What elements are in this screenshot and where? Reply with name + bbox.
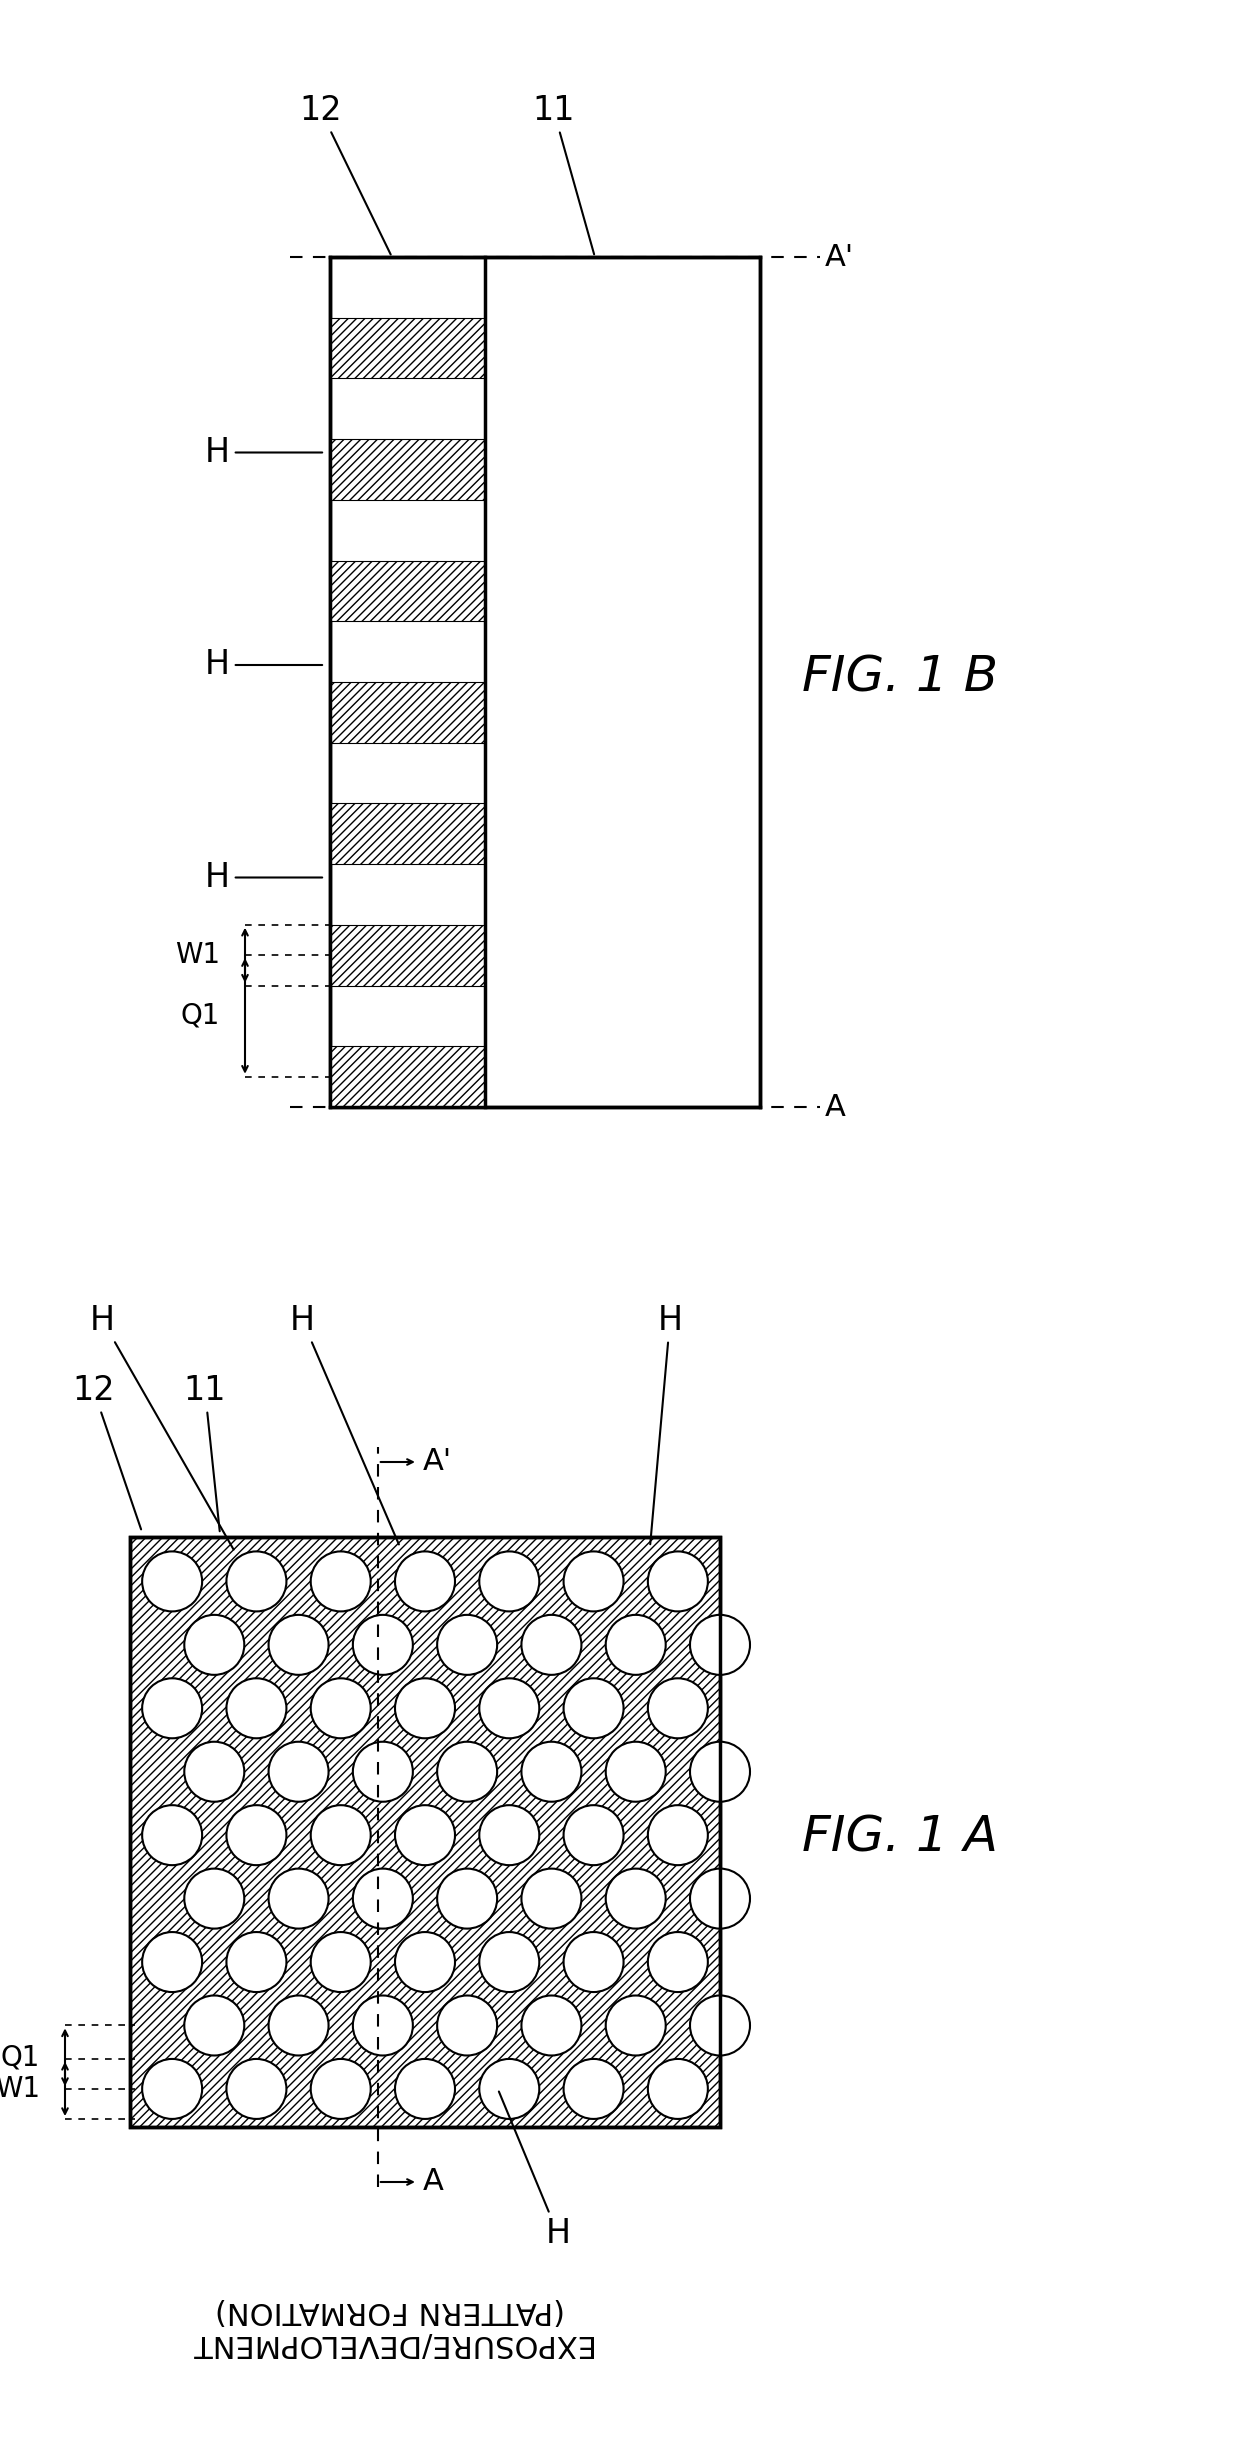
Bar bbox=[331, 440, 485, 499]
Circle shape bbox=[480, 1678, 540, 1737]
Circle shape bbox=[394, 1931, 454, 1993]
Circle shape bbox=[184, 1742, 244, 1801]
Bar bbox=[331, 258, 760, 1108]
Circle shape bbox=[690, 1742, 750, 1801]
Circle shape bbox=[480, 1806, 540, 1865]
Circle shape bbox=[480, 1931, 540, 1993]
Circle shape bbox=[480, 1550, 540, 1612]
Circle shape bbox=[647, 1550, 707, 1612]
Text: W1: W1 bbox=[175, 941, 220, 968]
Bar bbox=[130, 1538, 720, 2128]
Text: H: H bbox=[205, 860, 322, 894]
Text: H: H bbox=[650, 1305, 682, 1545]
Text: Q1: Q1 bbox=[180, 1002, 220, 1029]
Circle shape bbox=[143, 1931, 202, 1993]
Circle shape bbox=[310, 2059, 371, 2118]
Circle shape bbox=[184, 1614, 244, 1676]
Circle shape bbox=[227, 1806, 287, 1865]
Circle shape bbox=[521, 1742, 581, 1801]
Circle shape bbox=[184, 1995, 244, 2057]
Text: H: H bbox=[205, 435, 322, 469]
Circle shape bbox=[353, 1614, 413, 1676]
Text: FIG. 1 B: FIG. 1 B bbox=[803, 654, 998, 700]
Circle shape bbox=[437, 1995, 497, 2057]
Bar bbox=[331, 803, 485, 865]
Circle shape bbox=[606, 1995, 666, 2057]
Circle shape bbox=[269, 1995, 328, 2057]
Text: A: A bbox=[825, 1093, 846, 1120]
Text: 11: 11 bbox=[532, 93, 595, 256]
Circle shape bbox=[690, 1870, 750, 1929]
Text: FIG. 1 A: FIG. 1 A bbox=[803, 1813, 998, 1860]
Text: EXPOSURE/DEVELOPMENT
(PATTERN FORMATION): EXPOSURE/DEVELOPMENT (PATTERN FORMATION) bbox=[189, 2295, 591, 2359]
Circle shape bbox=[480, 2059, 540, 2118]
Circle shape bbox=[521, 1870, 581, 1929]
Text: H: H bbox=[290, 1305, 399, 1545]
Text: Q1: Q1 bbox=[0, 2044, 40, 2071]
Circle shape bbox=[563, 1678, 623, 1737]
Text: A': A' bbox=[825, 243, 854, 273]
Text: 12: 12 bbox=[73, 1373, 141, 1528]
Text: H: H bbox=[205, 649, 322, 681]
Circle shape bbox=[184, 1870, 244, 1929]
Circle shape bbox=[647, 2059, 707, 2118]
Bar bbox=[331, 924, 485, 985]
Circle shape bbox=[394, 2059, 454, 2118]
Circle shape bbox=[437, 1870, 497, 1929]
Circle shape bbox=[647, 1678, 707, 1737]
Circle shape bbox=[227, 1678, 287, 1737]
Circle shape bbox=[227, 1550, 287, 1612]
Circle shape bbox=[143, 1550, 202, 1612]
Circle shape bbox=[269, 1742, 328, 1801]
Circle shape bbox=[269, 1614, 328, 1676]
Circle shape bbox=[310, 1931, 371, 1993]
Circle shape bbox=[394, 1550, 454, 1612]
Circle shape bbox=[521, 1614, 581, 1676]
Text: W1: W1 bbox=[0, 2074, 40, 2103]
Circle shape bbox=[227, 1931, 287, 1993]
Circle shape bbox=[353, 1870, 413, 1929]
Text: H: H bbox=[498, 2091, 571, 2251]
Circle shape bbox=[143, 1678, 202, 1737]
Bar bbox=[130, 1538, 720, 2128]
Circle shape bbox=[269, 1870, 328, 1929]
Circle shape bbox=[563, 1806, 623, 1865]
Text: A: A bbox=[423, 2167, 443, 2197]
Circle shape bbox=[647, 1931, 707, 1993]
Circle shape bbox=[521, 1995, 581, 2057]
Circle shape bbox=[353, 1995, 413, 2057]
Circle shape bbox=[394, 1678, 454, 1737]
Circle shape bbox=[143, 2059, 202, 2118]
Circle shape bbox=[310, 1806, 371, 1865]
Text: H: H bbox=[90, 1305, 234, 1550]
Circle shape bbox=[227, 2059, 287, 2118]
Circle shape bbox=[606, 1614, 666, 1676]
Text: 12: 12 bbox=[299, 93, 391, 256]
Bar bbox=[331, 317, 485, 378]
Circle shape bbox=[437, 1742, 497, 1801]
Circle shape bbox=[310, 1550, 371, 1612]
Circle shape bbox=[310, 1678, 371, 1737]
Text: A': A' bbox=[423, 1447, 452, 1477]
Bar bbox=[331, 560, 485, 622]
Circle shape bbox=[563, 1931, 623, 1993]
Bar bbox=[331, 1047, 485, 1108]
Circle shape bbox=[690, 1995, 750, 2057]
Circle shape bbox=[394, 1806, 454, 1865]
Bar bbox=[331, 683, 485, 742]
Text: 11: 11 bbox=[184, 1373, 227, 1531]
Circle shape bbox=[563, 1550, 623, 1612]
Circle shape bbox=[690, 1614, 750, 1676]
Circle shape bbox=[606, 1870, 666, 1929]
Circle shape bbox=[647, 1806, 707, 1865]
Circle shape bbox=[437, 1614, 497, 1676]
Circle shape bbox=[606, 1742, 666, 1801]
Circle shape bbox=[353, 1742, 413, 1801]
Circle shape bbox=[563, 2059, 623, 2118]
Circle shape bbox=[143, 1806, 202, 1865]
